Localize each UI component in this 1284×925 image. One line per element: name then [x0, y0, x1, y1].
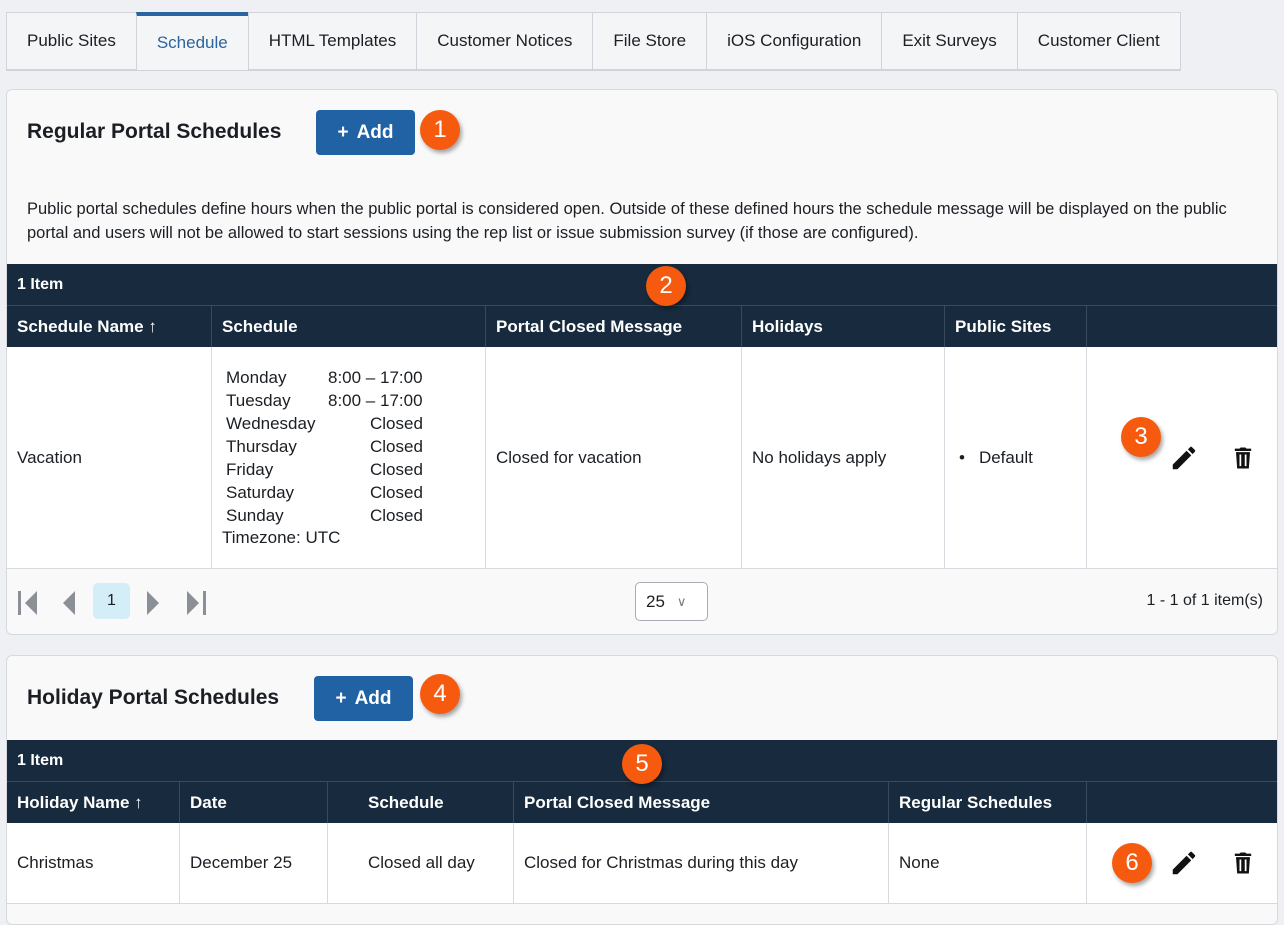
tab-exit-surveys[interactable]: Exit Surveys [881, 12, 1017, 70]
holiday-schedules-panel: Holiday Portal Schedules + Add 1 Item Hol… [6, 655, 1278, 925]
schedule-days: Monday 8:00 – 17:00 Tuesday 8:00 – 17:00 Wed… [222, 368, 423, 526]
edit-icon[interactable] [1169, 443, 1199, 473]
page-size-value: 25 [646, 591, 665, 611]
table-row: Christmas December 25 Closed all day Clo… [7, 823, 1277, 904]
tab-customer-notices[interactable]: Customer Notices [416, 12, 593, 70]
timezone: Timezone: UTC [222, 527, 341, 547]
col-schedule[interactable]: Schedule [212, 306, 486, 347]
callout-badge-5: 5 [622, 744, 662, 784]
actions [1087, 823, 1277, 903]
schedule-hours: 8:00 – 17:00 [328, 367, 423, 387]
schedule-name: Vacation [7, 347, 212, 568]
regular-schedules-panel: Regular Portal Schedules + Add Public por… [6, 89, 1278, 635]
col-portal-closed-message[interactable]: Portal Closed Message [514, 782, 889, 823]
col-actions [1087, 782, 1277, 823]
callout-badge-3: 3 [1121, 417, 1161, 457]
schedule-day: Saturday [226, 482, 295, 502]
edit-icon[interactable] [1169, 848, 1199, 878]
next-page-icon[interactable] [145, 590, 163, 616]
callout-badge-4: 4 [420, 674, 460, 714]
regular-schedules-title: Regular Portal Schedules [27, 120, 282, 143]
pager-summary: 1 - 1 of 1 item(s) [1146, 592, 1263, 609]
item-count: 1 Item [7, 264, 1277, 305]
public-sites: • Default [945, 347, 1087, 568]
holiday-schedule: Closed all day [328, 823, 514, 903]
tab-ios-configuration[interactable]: iOS Configuration [706, 12, 882, 70]
callout-badge-1: 1 [420, 110, 460, 150]
schedule-hours: 8:00 – 17:00 [328, 390, 423, 410]
callout-badge-2: 2 [646, 266, 686, 306]
regular-schedules-description: Public portal schedules define hours whe… [27, 200, 1227, 242]
delete-icon[interactable] [1229, 848, 1257, 878]
tab-schedule[interactable]: Schedule [135, 12, 248, 71]
holiday-schedules-title: Holiday Portal Schedules [27, 686, 280, 709]
tab-html-templates[interactable]: HTML Templates [247, 12, 417, 70]
delete-icon[interactable] [1229, 443, 1257, 473]
portal-closed-message: Closed for vacation [486, 347, 742, 568]
schedule-day: Monday [226, 367, 287, 387]
callout-badge-6: 6 [1112, 843, 1152, 883]
tab-file-store[interactable]: File Store [592, 12, 707, 70]
schedule-day: Friday [226, 459, 274, 479]
add-holiday-schedule-button[interactable]: + Add [314, 676, 413, 721]
schedule-day: Wednesday [226, 413, 316, 433]
holidays: No holidays apply [742, 347, 945, 568]
col-date[interactable]: Date [180, 782, 328, 823]
last-page-icon[interactable] [183, 590, 207, 616]
pager: 1 25 ∨ 1 - 1 of 1 item(s) [7, 568, 1277, 634]
chevron-down-icon: ∨ [676, 593, 687, 609]
add-regular-schedule-button[interactable]: + Add [316, 110, 415, 155]
schedule-day: Sunday [226, 505, 284, 525]
plus-icon: + [335, 687, 347, 709]
page-size-select[interactable]: 25 ∨ [635, 582, 708, 621]
tab-public-sites[interactable]: Public Sites [6, 12, 136, 70]
schedule-hours: Closed [370, 436, 423, 456]
holiday-name: Christmas [7, 823, 180, 903]
regular-schedules: None [889, 823, 1087, 903]
col-portal-closed-message[interactable]: Portal Closed Message [486, 306, 742, 347]
col-holiday-name[interactable]: Holiday Name ↑ [7, 782, 180, 823]
schedule-day: Tuesday [226, 390, 291, 410]
public-site-item: Default [978, 447, 1033, 467]
schedule-hours: Closed [370, 413, 423, 433]
table-row: Vacation Monday 8:00 – 17:00 Tuesday 8:00 –… [7, 347, 1277, 569]
schedule-cell: Monday 8:00 – 17:00 Tuesday 8:00 – 17:00 Wed… [212, 347, 486, 568]
schedule-hours: Closed [370, 482, 423, 502]
holiday-date: December 25 [180, 823, 328, 903]
prev-page-icon[interactable] [59, 590, 77, 616]
schedule-day: Thursday [226, 436, 297, 456]
col-schedule-name[interactable]: Schedule Name ↑ [7, 306, 212, 347]
col-schedule[interactable]: Schedule [328, 782, 514, 823]
table-header: Schedule Name ↑ Schedule Portal Closed M… [7, 305, 1277, 347]
tab-bar: Public Sites Schedule HTML Templates Cus… [6, 12, 1181, 71]
actions [1087, 347, 1277, 568]
portal-closed-message: Closed for Christmas during this day [514, 823, 889, 903]
first-page-icon[interactable] [17, 590, 41, 616]
col-actions [1087, 306, 1277, 347]
tab-customer-client[interactable]: Customer Client [1016, 12, 1181, 70]
col-holidays[interactable]: Holidays [742, 306, 945, 347]
schedule-hours: Closed [370, 505, 423, 525]
col-public-sites[interactable]: Public Sites [945, 306, 1087, 347]
plus-icon: + [337, 121, 349, 143]
table-header: Holiday Name ↑ Date Schedule Portal Clos… [7, 781, 1277, 823]
schedule-hours: Closed [370, 459, 423, 479]
page-1-button[interactable]: 1 [93, 583, 130, 619]
col-regular-schedules[interactable]: Regular Schedules [889, 782, 1087, 823]
